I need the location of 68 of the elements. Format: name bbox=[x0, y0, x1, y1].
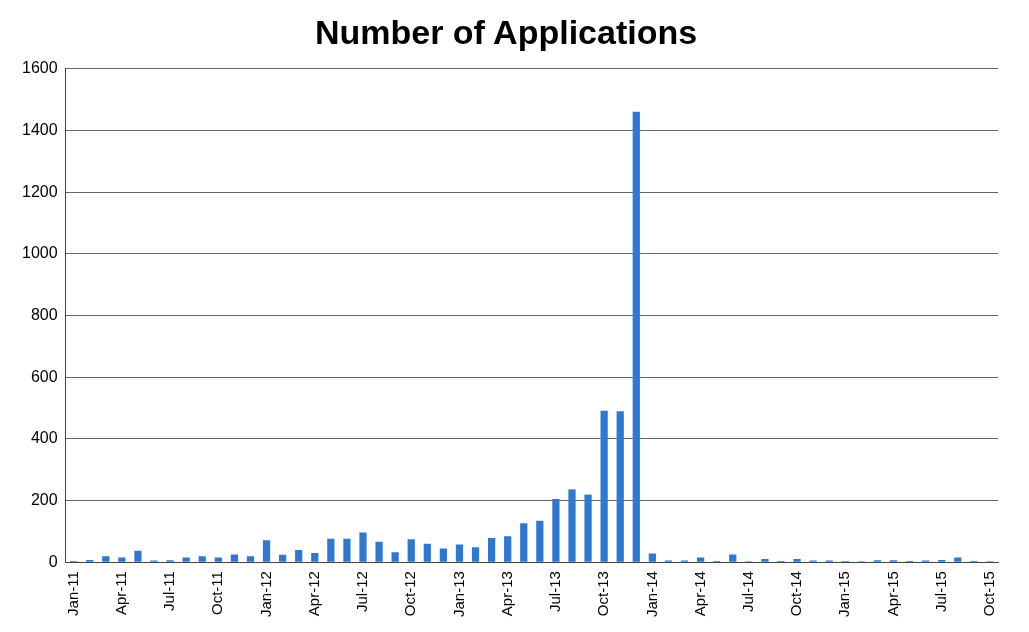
bar bbox=[423, 543, 431, 562]
bar bbox=[102, 556, 110, 562]
x-tick-label: Oct-12 bbox=[401, 571, 419, 617]
bar bbox=[761, 559, 769, 562]
y-tick-label: 1400 bbox=[22, 120, 58, 138]
bar bbox=[359, 532, 367, 562]
bar bbox=[696, 557, 705, 562]
y-tick-label: 0 bbox=[48, 552, 58, 570]
x-tick-label: Jan-11 bbox=[63, 571, 81, 616]
y-tick-label: 1600 bbox=[22, 59, 58, 77]
x-tick-label: Apr-14 bbox=[690, 571, 708, 617]
x-tick-label: Apr-13 bbox=[497, 571, 515, 617]
bar bbox=[584, 494, 592, 562]
x-tick-label: Jan-13 bbox=[449, 571, 467, 618]
bar bbox=[327, 538, 335, 562]
x-tick-label: Jan-15 bbox=[835, 571, 853, 618]
bar bbox=[648, 553, 656, 562]
y-tick-label: 800 bbox=[30, 305, 58, 323]
bar bbox=[552, 498, 560, 562]
x-tick-label: Apr-15 bbox=[883, 571, 901, 617]
x-tick-label: Jan-14 bbox=[642, 571, 660, 618]
x-tick-label: Jul-13 bbox=[546, 571, 564, 612]
bar bbox=[134, 550, 142, 562]
bar bbox=[311, 552, 319, 562]
bar bbox=[504, 536, 512, 562]
bar bbox=[343, 538, 351, 562]
bar bbox=[214, 557, 222, 562]
x-tick-label: Jul-15 bbox=[931, 571, 949, 612]
bar bbox=[262, 540, 271, 562]
bar bbox=[407, 539, 415, 562]
x-tick-label: Jul-12 bbox=[353, 571, 371, 612]
bar bbox=[375, 541, 383, 562]
y-tick-label: 400 bbox=[30, 429, 58, 447]
bar bbox=[230, 554, 239, 562]
bar bbox=[471, 547, 480, 562]
chart-title: Number of Applications bbox=[314, 12, 698, 51]
x-tick-label: Oct-15 bbox=[980, 571, 998, 617]
y-tick-label: 600 bbox=[30, 367, 58, 385]
x-tick-label: Jul-11 bbox=[160, 571, 178, 611]
bar bbox=[295, 550, 303, 562]
bar bbox=[520, 523, 528, 562]
bar bbox=[246, 556, 255, 562]
bar bbox=[391, 552, 399, 562]
bar bbox=[568, 489, 576, 562]
bar bbox=[182, 557, 190, 562]
y-tick-label: 1000 bbox=[22, 244, 58, 262]
bar bbox=[455, 544, 464, 562]
bar bbox=[439, 548, 447, 562]
x-tick-label: Apr-11 bbox=[112, 571, 129, 616]
x-tick-label: Jan-12 bbox=[256, 571, 274, 618]
bar bbox=[279, 554, 287, 562]
bar bbox=[793, 559, 801, 562]
bar bbox=[536, 520, 544, 562]
x-tick-label: Apr-12 bbox=[304, 571, 322, 617]
x-tick-label: Jul-14 bbox=[738, 571, 756, 612]
bar bbox=[632, 111, 640, 562]
y-tick-label: 1200 bbox=[22, 182, 58, 200]
bar bbox=[954, 557, 962, 562]
x-tick-label: Oct-13 bbox=[594, 571, 612, 617]
bar bbox=[487, 538, 496, 562]
y-tick-label: 200 bbox=[30, 490, 58, 508]
bar bbox=[198, 556, 206, 562]
x-tick-label: Oct-14 bbox=[787, 571, 805, 617]
x-tick-label: Oct-11 bbox=[208, 571, 226, 616]
bar bbox=[118, 557, 126, 562]
bar bbox=[616, 411, 624, 562]
bar bbox=[600, 410, 608, 562]
bar bbox=[729, 554, 737, 562]
